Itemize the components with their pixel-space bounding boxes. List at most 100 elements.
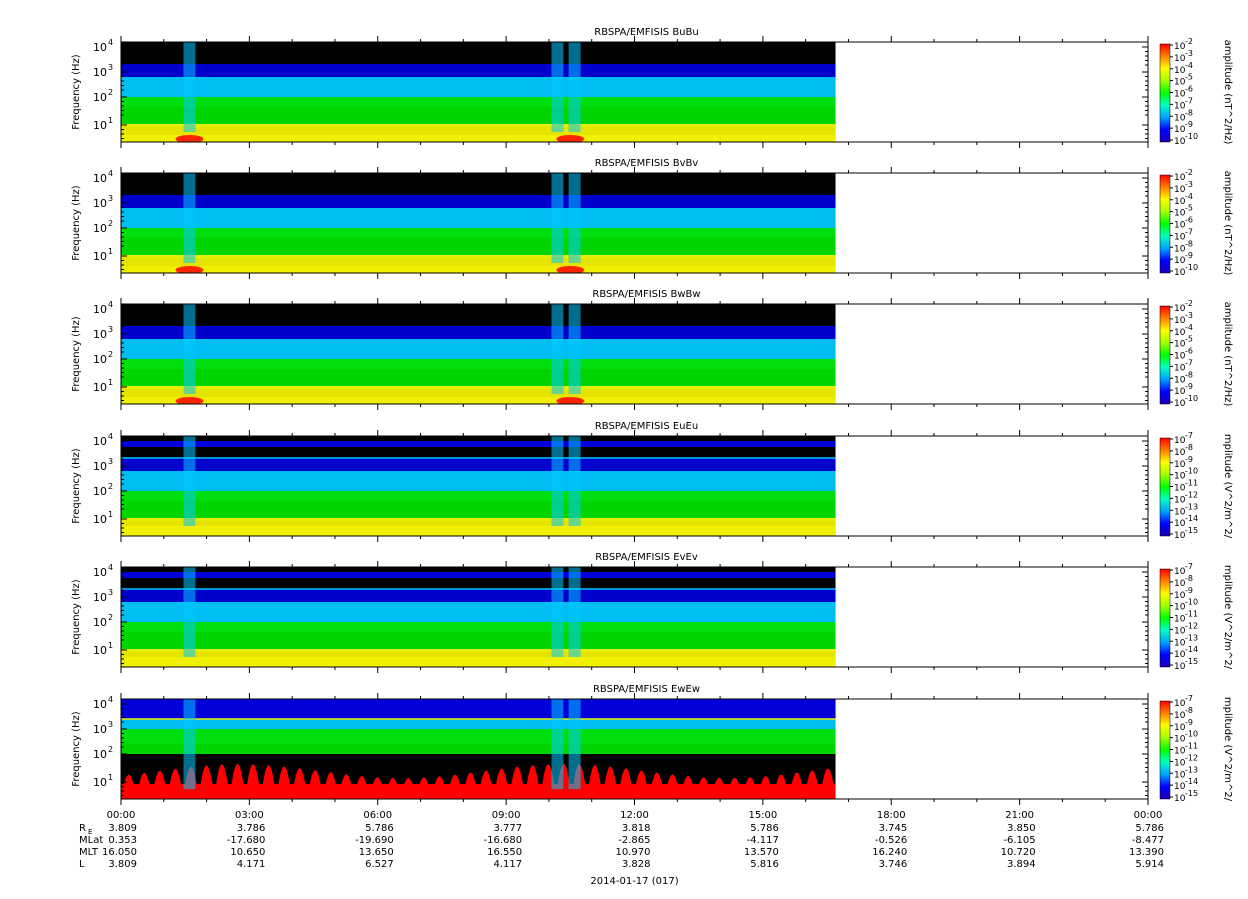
- y-tick-exp: 4: [108, 695, 113, 704]
- cbar-tick-base: 10: [1174, 460, 1186, 470]
- y-tick-exp: 2: [108, 88, 113, 97]
- colorbar-tick-label: 10-6: [1174, 85, 1193, 100]
- y-tick-exp: 1: [108, 116, 113, 125]
- y-tick-label: 10 1: [93, 116, 113, 132]
- colorbar-tick-label: 10-15: [1174, 526, 1198, 541]
- colorbar-tick-label: 10-5: [1174, 73, 1193, 88]
- cbar-tick-base: 10: [1174, 735, 1186, 745]
- colorbar-tick-label: 10-14: [1174, 645, 1198, 660]
- y-tick-exp: 2: [108, 745, 113, 754]
- cbar-tick-base: 10: [1174, 304, 1186, 314]
- colorbar-tick-label: 10-7: [1174, 431, 1193, 446]
- cbar-tick-base: 10: [1174, 387, 1186, 397]
- y-tick-base: 10: [93, 776, 107, 789]
- colorbar-tick-label: 10-10: [1174, 467, 1198, 482]
- ephemeris-value: 4.171: [237, 859, 266, 870]
- y-tick-base: 10: [93, 328, 107, 341]
- ephemeris-value: -8.477: [1132, 835, 1164, 846]
- cbar-tick-base: 10: [1174, 758, 1186, 768]
- x-tick-label: 09:00: [492, 810, 521, 821]
- cbar-tick-base: 10: [1174, 615, 1186, 625]
- x-tick-label: 21:00: [1005, 810, 1034, 821]
- colorbar-tick-label: 10-10: [1174, 394, 1198, 409]
- cbar-tick-exp: -3: [1185, 180, 1193, 189]
- cbar-tick-base: 10: [1174, 137, 1186, 147]
- cbar-tick-base: 10: [1174, 185, 1186, 195]
- y-tick-base: 10: [93, 303, 107, 316]
- ephemeris-value: 3.828: [622, 859, 651, 870]
- y-tick-exp: 1: [108, 641, 113, 650]
- y-tick-label: 10 3: [93, 720, 113, 736]
- cbar-tick-base: 10: [1174, 90, 1186, 100]
- cbar-tick-exp: -13: [1185, 633, 1198, 642]
- y-tick-base: 10: [93, 353, 107, 366]
- cbar-tick-exp: -10: [1185, 467, 1198, 476]
- y-tick-exp: 4: [108, 563, 113, 572]
- cbar-tick-exp: -7: [1185, 96, 1193, 105]
- y-axis-label: Frequency (Hz): [71, 579, 82, 655]
- cbar-tick-exp: -14: [1185, 645, 1198, 654]
- x-tick-label: 03:00: [235, 810, 264, 821]
- cbar-tick-exp: -7: [1185, 694, 1193, 703]
- y-tick-exp: 2: [108, 219, 113, 228]
- cbar-tick-exp: -6: [1185, 85, 1193, 94]
- colorbar-tick-label: 10-5: [1174, 204, 1193, 219]
- ephemeris-value: 3.850: [1007, 823, 1036, 834]
- colorbar-tick-label: 10-7: [1174, 562, 1193, 577]
- colorbar-tick-label: 10-11: [1174, 742, 1198, 757]
- y-tick-label: 10 3: [93, 588, 113, 604]
- y-tick-base: 10: [93, 172, 107, 185]
- y-tick-exp: 2: [108, 350, 113, 359]
- cbar-tick-exp: -2: [1185, 299, 1193, 308]
- y-axis-label: Frequency (Hz): [71, 316, 82, 392]
- cbar-tick-exp: -3: [1185, 311, 1193, 320]
- colorbar: [1159, 43, 1171, 143]
- cbar-tick-exp: -7: [1185, 358, 1193, 367]
- panel-title: RBSPA/EMFISIS BwBw: [592, 289, 700, 300]
- ephemeris-value: 16.550: [487, 847, 522, 858]
- colorbar-tick-label: 10-2: [1174, 299, 1193, 314]
- cbar-tick-base: 10: [1174, 363, 1186, 373]
- cbar-tick-exp: -11: [1185, 742, 1198, 751]
- cbar-tick-base: 10: [1174, 472, 1186, 482]
- y-tick-base: 10: [93, 485, 107, 498]
- y-tick-label: 10 4: [93, 169, 113, 185]
- cbar-tick-exp: -4: [1185, 61, 1193, 70]
- y-tick-base: 10: [93, 644, 107, 657]
- colorbar-label: amplitude (nT^2/Hz): [1222, 40, 1233, 145]
- y-tick-label: 10 4: [93, 300, 113, 316]
- ephemeris-value: -4.117: [747, 835, 779, 846]
- cbar-tick-base: 10: [1174, 399, 1186, 409]
- cbar-tick-base: 10: [1174, 567, 1186, 577]
- colorbar-tick-label: 10-13: [1174, 502, 1198, 517]
- colorbar-tick-label: 10-13: [1174, 633, 1198, 648]
- cbar-tick-exp: -10: [1185, 730, 1198, 739]
- y-tick-exp: 3: [108, 457, 113, 466]
- colorbar-tick-label: 10-9: [1174, 586, 1193, 601]
- cbar-tick-base: 10: [1174, 221, 1186, 231]
- ephemeris-value: -6.105: [1003, 835, 1035, 846]
- colorbar-label: mplitude (V^2/m^2/: [1222, 565, 1233, 670]
- y-tick-base: 10: [93, 66, 107, 79]
- cbar-tick-exp: -10: [1185, 132, 1198, 141]
- y-tick-base: 10: [93, 250, 107, 263]
- y-tick-base: 10: [93, 197, 107, 210]
- y-tick-exp: 1: [108, 510, 113, 519]
- cbar-tick-exp: -12: [1185, 753, 1198, 762]
- ephemeris-value: -17.680: [227, 835, 266, 846]
- y-tick-label: 10 2: [93, 350, 113, 366]
- y-tick-exp: 1: [108, 247, 113, 256]
- colorbar-tick-label: 10-9: [1174, 718, 1193, 733]
- ephemeris-value: 10.650: [230, 847, 265, 858]
- colorbar-tick-label: 10-9: [1174, 455, 1193, 470]
- colorbar: [1159, 305, 1171, 405]
- cbar-tick-base: 10: [1174, 375, 1186, 385]
- cbar-tick-base: 10: [1174, 66, 1186, 76]
- ephemeris-value: -2.865: [618, 835, 650, 846]
- cbar-tick-exp: -9: [1185, 718, 1193, 727]
- spectrogram-image: [121, 173, 836, 273]
- y-tick-label: 10 2: [93, 219, 113, 235]
- colorbar-label: amplitude (nT^2/Hz): [1222, 302, 1233, 407]
